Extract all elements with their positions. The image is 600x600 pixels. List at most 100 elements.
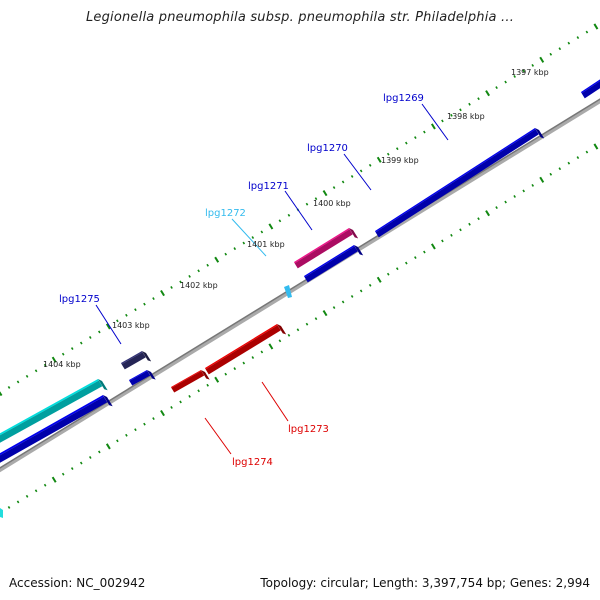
minor-tick xyxy=(34,489,38,493)
major-tick xyxy=(485,90,490,97)
major-tick xyxy=(51,476,57,483)
feature-front xyxy=(121,352,146,370)
leader-lpg1274 xyxy=(204,417,232,455)
feature-lpg1271 xyxy=(304,245,364,283)
minor-tick xyxy=(459,108,462,112)
feature-layer xyxy=(0,79,600,518)
major-tick xyxy=(268,223,274,230)
minor-tick xyxy=(368,163,372,167)
minor-tick xyxy=(206,383,209,387)
minor-tick xyxy=(341,300,345,304)
feature-pink-cds xyxy=(294,228,359,269)
major-tick xyxy=(160,409,165,417)
major-tick xyxy=(322,310,328,317)
minor-tick xyxy=(224,252,228,256)
tick-label-1399: 1399 kbp xyxy=(381,156,419,165)
feature-cyan-cds xyxy=(0,379,108,443)
minor-tick xyxy=(16,380,20,384)
minor-tick xyxy=(287,333,291,337)
minor-tick xyxy=(233,367,237,371)
minor-tick xyxy=(116,439,119,443)
tick-label-1398: 1398 kbp xyxy=(447,112,485,121)
major-tick xyxy=(214,376,220,383)
minor-tick xyxy=(468,102,471,106)
minor-tick xyxy=(34,369,38,373)
major-tick xyxy=(0,391,3,397)
minor-tick xyxy=(359,169,363,173)
tick-label-1403: 1403 kbp xyxy=(112,321,150,330)
tick-label-1397: 1397 kbp xyxy=(511,68,549,77)
minor-tick xyxy=(576,156,580,160)
minor-tick xyxy=(242,241,246,245)
minor-tick xyxy=(332,306,336,309)
leader-lpg1271 xyxy=(284,190,313,231)
minor-tick xyxy=(386,152,390,156)
minor-tick xyxy=(188,394,191,398)
major-tick xyxy=(268,343,274,350)
minor-tick xyxy=(350,174,354,178)
feature-cap xyxy=(98,379,108,391)
genome-backbone xyxy=(0,98,600,473)
minor-tick xyxy=(170,406,173,409)
genome-backbone-edge xyxy=(0,98,600,469)
minor-tick xyxy=(305,202,309,206)
gene-label-lpg1275[interactable]: lpg1275 xyxy=(59,294,100,305)
minor-tick xyxy=(477,97,480,101)
minor-tick xyxy=(79,341,83,345)
minor-tick xyxy=(233,247,237,251)
minor-tick xyxy=(143,422,146,426)
feature-top xyxy=(0,395,104,456)
gene-label-lpg1272[interactable]: lpg1272 xyxy=(205,208,246,219)
feature-top xyxy=(205,324,278,370)
feature-cap xyxy=(103,395,113,407)
major-tick xyxy=(105,323,111,330)
minor-tick xyxy=(125,313,128,317)
tick-label-1404: 1404 kbp xyxy=(43,360,81,369)
minor-tick xyxy=(350,294,354,298)
minor-tick xyxy=(7,386,11,389)
minor-tick xyxy=(170,286,173,289)
minor-tick xyxy=(332,186,336,189)
feature-lpg1273 xyxy=(205,324,287,375)
gene-label-lpg1271[interactable]: lpg1271 xyxy=(248,181,289,192)
gene-label-lpg1273[interactable]: lpg1273 xyxy=(288,424,329,435)
feature-front xyxy=(375,129,539,238)
gene-label-lpg1269[interactable]: lpg1269 xyxy=(383,93,424,104)
feature-cap xyxy=(201,370,210,380)
minor-tick xyxy=(585,30,589,34)
minor-tick xyxy=(287,213,291,217)
major-tick xyxy=(430,123,436,130)
minor-tick xyxy=(314,317,318,321)
gene-label-lpg1274[interactable]: lpg1274 xyxy=(232,457,273,468)
minor-tick xyxy=(513,75,516,78)
minor-tick xyxy=(576,36,580,40)
minor-tick xyxy=(504,200,507,204)
gene-label-lpg1270[interactable]: lpg1270 xyxy=(307,143,348,154)
minor-tick xyxy=(25,374,29,378)
minor-tick xyxy=(341,180,345,184)
feature-lpg1269 xyxy=(581,79,600,99)
leader-lpg1275 xyxy=(95,304,122,345)
topology-text: Topology: circular; Length: 3,397,754 bp… xyxy=(260,576,590,590)
minor-tick xyxy=(25,494,29,498)
minor-tick xyxy=(414,136,417,140)
minor-tick xyxy=(152,417,155,421)
feature-front xyxy=(129,370,151,386)
major-tick xyxy=(539,56,545,63)
minor-tick xyxy=(386,272,390,276)
minor-tick xyxy=(43,363,47,367)
tick-label-1401: 1401 kbp xyxy=(247,240,285,249)
minor-tick xyxy=(450,113,453,117)
minor-tick xyxy=(61,472,65,476)
major-tick xyxy=(322,190,328,197)
scale-tracks xyxy=(0,23,599,517)
accession-text: Accession: NC_002942 xyxy=(9,576,146,590)
minor-tick xyxy=(314,197,318,201)
minor-tick xyxy=(585,150,589,154)
major-tick xyxy=(430,243,436,250)
feature-cap xyxy=(277,324,287,335)
major-tick xyxy=(539,176,545,183)
minor-tick xyxy=(179,280,182,284)
minor-tick xyxy=(70,347,74,351)
